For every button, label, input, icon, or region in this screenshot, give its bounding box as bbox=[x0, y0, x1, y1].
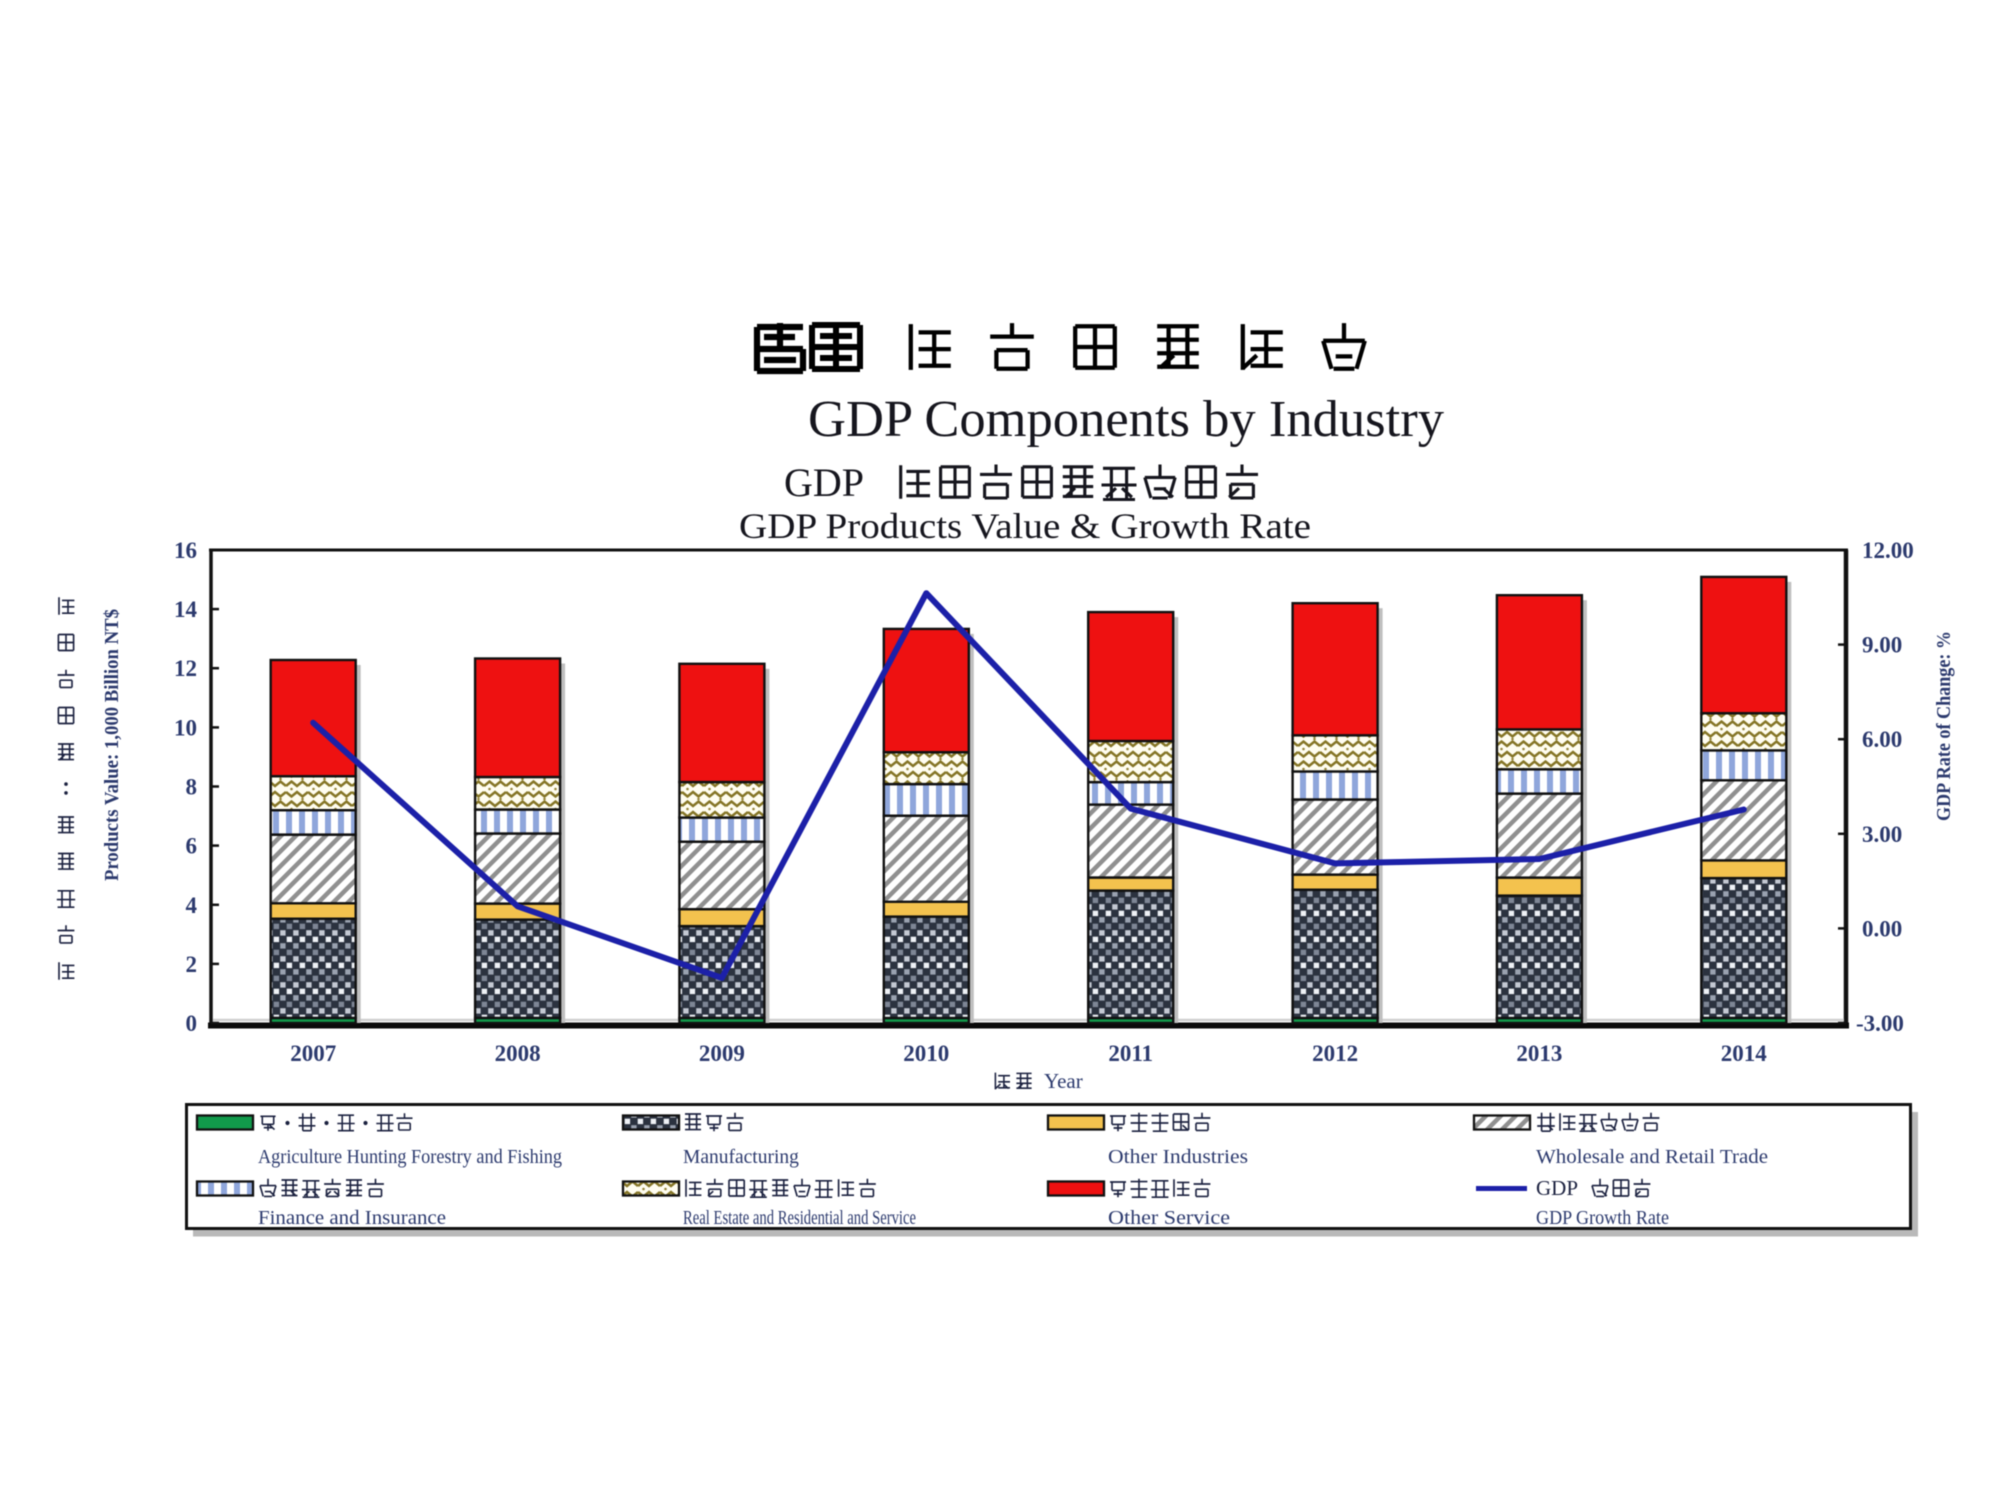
svg-text:GDP: GDP bbox=[1536, 1176, 1578, 1200]
svg-text:2007: 2007 bbox=[290, 1041, 336, 1066]
svg-text:2: 2 bbox=[186, 952, 198, 977]
svg-text:6: 6 bbox=[186, 834, 198, 859]
svg-text:2011: 2011 bbox=[1108, 1041, 1153, 1066]
svg-text:Products Value: 1,000 Billion: Products Value: 1,000 Billion NT$ bbox=[101, 609, 123, 881]
svg-text:GDP Products Value & Growth Ra: GDP Products Value & Growth Rate bbox=[739, 506, 1311, 546]
svg-text:10: 10 bbox=[174, 715, 197, 740]
svg-text:GDP Growth Rate: GDP Growth Rate bbox=[1536, 1208, 1669, 1229]
svg-text:4: 4 bbox=[186, 893, 198, 918]
svg-text:Real Estate and Residential an: Real Estate and Residential and Service bbox=[683, 1208, 916, 1229]
svg-text:2014: 2014 bbox=[1721, 1041, 1768, 1066]
svg-text:2013: 2013 bbox=[1516, 1041, 1562, 1066]
svg-text:Finance and Insurance: Finance and Insurance bbox=[258, 1208, 446, 1229]
svg-text:0.00: 0.00 bbox=[1862, 916, 1902, 941]
svg-text:Other Industries: Other Industries bbox=[1108, 1147, 1248, 1168]
svg-text:8: 8 bbox=[186, 775, 198, 800]
svg-text:2010: 2010 bbox=[903, 1041, 949, 1066]
svg-text:Wholesale and Retail Trade: Wholesale and Retail Trade bbox=[1536, 1147, 1768, 1168]
svg-text:2009: 2009 bbox=[699, 1041, 745, 1066]
svg-text:GDP Components by Industry: GDP Components by Industry bbox=[808, 391, 1444, 448]
svg-text:2012: 2012 bbox=[1312, 1041, 1358, 1066]
svg-text:16: 16 bbox=[174, 538, 197, 563]
svg-text:-3.00: -3.00 bbox=[1856, 1011, 1904, 1036]
svg-text:6.00: 6.00 bbox=[1862, 727, 1902, 752]
svg-text:Other Service: Other Service bbox=[1108, 1208, 1230, 1229]
svg-text:Agriculture Hunting Forestry a: Agriculture Hunting Forestry and Fishing bbox=[258, 1147, 562, 1168]
svg-text:9.00: 9.00 bbox=[1862, 633, 1902, 658]
svg-text:14: 14 bbox=[174, 597, 198, 622]
svg-text:GDP Rate of Change: %: GDP Rate of Change: % bbox=[1933, 631, 1955, 821]
svg-text:2008: 2008 bbox=[495, 1041, 541, 1066]
svg-text:3.00: 3.00 bbox=[1862, 822, 1902, 847]
svg-text:Manufacturing: Manufacturing bbox=[683, 1147, 799, 1168]
svg-text:Year: Year bbox=[1044, 1069, 1083, 1093]
svg-text:12: 12 bbox=[174, 656, 197, 681]
svg-text:0: 0 bbox=[186, 1011, 198, 1036]
svg-text:GDP: GDP bbox=[784, 460, 864, 505]
svg-text:12.00: 12.00 bbox=[1862, 538, 1914, 563]
